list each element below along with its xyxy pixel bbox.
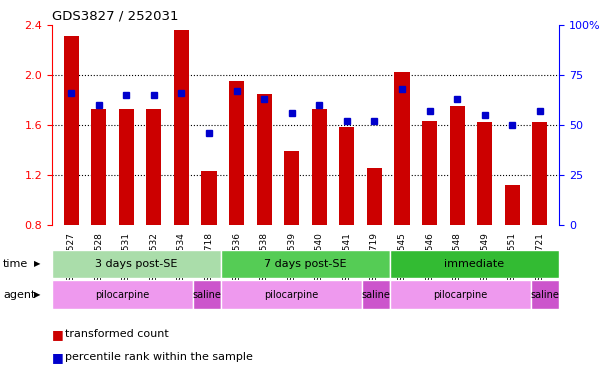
Bar: [422, 121, 437, 225]
Text: ▶: ▶: [34, 260, 40, 268]
Bar: [477, 122, 492, 225]
Text: immediate: immediate: [444, 259, 505, 269]
Bar: [174, 30, 189, 225]
Bar: [362, 280, 390, 309]
Text: pilocarpine: pilocarpine: [265, 290, 318, 300]
Text: saline: saline: [362, 290, 390, 300]
Bar: [284, 151, 299, 225]
Bar: [52, 280, 193, 309]
Bar: [193, 280, 221, 309]
Bar: [531, 280, 559, 309]
Bar: [221, 250, 390, 278]
Text: 7 days post-SE: 7 days post-SE: [264, 259, 347, 269]
Bar: [312, 109, 327, 225]
Bar: [229, 81, 244, 225]
Text: saline: saline: [192, 290, 221, 300]
Bar: [394, 73, 409, 225]
Text: agent: agent: [3, 290, 35, 300]
Bar: [505, 185, 520, 225]
Bar: [221, 280, 362, 309]
Text: ■: ■: [52, 328, 64, 341]
Bar: [91, 109, 106, 225]
Bar: [390, 250, 559, 278]
Bar: [532, 122, 547, 225]
Text: GDS3827 / 252031: GDS3827 / 252031: [52, 10, 178, 23]
Bar: [450, 106, 465, 225]
Bar: [146, 109, 161, 225]
Text: saline: saline: [530, 290, 560, 300]
Text: pilocarpine: pilocarpine: [433, 290, 488, 300]
Bar: [339, 127, 354, 225]
Text: ■: ■: [52, 351, 64, 364]
Bar: [119, 109, 134, 225]
Text: 3 days post-SE: 3 days post-SE: [95, 259, 178, 269]
Bar: [367, 169, 382, 225]
Text: time: time: [3, 259, 28, 269]
Bar: [52, 250, 221, 278]
Bar: [64, 36, 79, 225]
Bar: [390, 280, 531, 309]
Bar: [202, 171, 217, 225]
Text: transformed count: transformed count: [65, 329, 169, 339]
Bar: [257, 94, 272, 225]
Text: ▶: ▶: [34, 290, 40, 299]
Text: pilocarpine: pilocarpine: [95, 290, 150, 300]
Text: percentile rank within the sample: percentile rank within the sample: [65, 352, 253, 362]
